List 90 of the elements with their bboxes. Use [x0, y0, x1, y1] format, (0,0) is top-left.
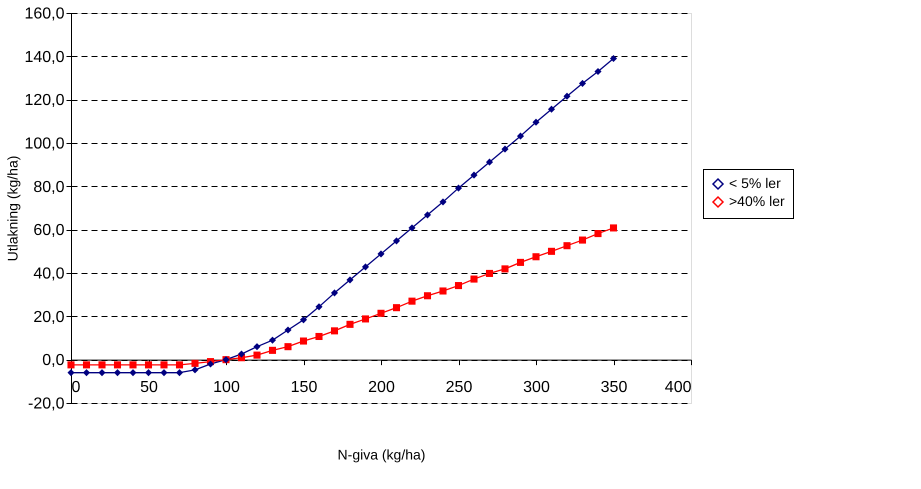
x-tick-label: 300 [523, 379, 550, 396]
point [284, 343, 292, 350]
point [610, 224, 618, 232]
x-tick-label: 50 [140, 379, 158, 396]
point [408, 224, 416, 232]
point [392, 237, 400, 244]
point [160, 369, 168, 376]
point [563, 92, 571, 100]
point [330, 327, 338, 334]
point [454, 282, 462, 290]
x-tick-label: 400 [664, 379, 692, 396]
point [82, 369, 90, 376]
y-tick-label: 0,0 [42, 352, 65, 370]
point [486, 158, 494, 166]
point [98, 361, 106, 368]
point [377, 250, 385, 258]
point [253, 343, 261, 350]
y-tick-label: 60,0 [33, 222, 65, 240]
y-tick-label: -20,0 [28, 396, 65, 412]
point [300, 337, 308, 345]
y-tick-label: 160,0 [24, 6, 65, 22]
point [377, 310, 385, 317]
point [176, 361, 184, 368]
point [548, 106, 556, 113]
point [594, 68, 602, 76]
point [424, 211, 432, 218]
point [610, 54, 618, 62]
point [253, 352, 261, 359]
point [532, 118, 540, 126]
y-axis-title: Utlakning (kg/ha) [4, 156, 20, 262]
point [346, 320, 354, 328]
y-tick-label: 140,0 [24, 48, 65, 66]
point [206, 360, 214, 368]
point [532, 253, 540, 260]
x-tick-label: 350 [600, 379, 628, 396]
point [82, 361, 90, 368]
x-tick-label: 0 [72, 379, 80, 396]
point [238, 350, 246, 358]
y-tick-label: 100,0 [24, 136, 65, 152]
point [346, 276, 354, 284]
point [501, 265, 509, 272]
point [392, 304, 400, 312]
point [501, 146, 509, 153]
x-tick-label: 250 [446, 379, 472, 396]
point [114, 361, 122, 368]
point [268, 346, 276, 354]
point [191, 366, 199, 374]
point [129, 369, 137, 376]
point [470, 276, 478, 283]
legend-label: < 5% ler [729, 175, 782, 191]
y-tick-label: 40,0 [33, 266, 65, 282]
point [578, 236, 586, 244]
point [563, 242, 571, 250]
point [300, 316, 308, 324]
point [129, 361, 137, 368]
point [548, 248, 556, 255]
point [191, 360, 199, 367]
point [114, 369, 122, 376]
y-tick-label: 120,0 [24, 92, 65, 110]
point [439, 287, 447, 295]
y-tick-label: 20,0 [33, 308, 65, 326]
point [144, 361, 152, 368]
point [424, 292, 432, 300]
point [578, 80, 586, 87]
x-tick-label: 100 [213, 379, 240, 396]
point [470, 172, 478, 179]
x-axis-title: N-giva (kg/ha) [338, 446, 426, 462]
point [439, 198, 447, 206]
point [176, 369, 184, 376]
point [268, 336, 276, 344]
point [284, 326, 292, 334]
x-tick-label: 150 [290, 379, 318, 396]
point [362, 315, 370, 322]
point [330, 289, 338, 296]
point [408, 298, 416, 305]
legend-label: >40% ler [729, 193, 785, 209]
point [315, 332, 323, 340]
point [516, 132, 524, 140]
point [315, 303, 323, 310]
y-tick-label: 80,0 [33, 178, 65, 196]
point [160, 361, 168, 368]
x-tick-label: 200 [368, 379, 395, 396]
point [454, 184, 462, 192]
point [516, 258, 524, 266]
point [98, 369, 106, 376]
point [362, 263, 370, 270]
point [594, 230, 602, 238]
point [144, 369, 152, 376]
point [67, 369, 75, 376]
point [486, 270, 494, 277]
